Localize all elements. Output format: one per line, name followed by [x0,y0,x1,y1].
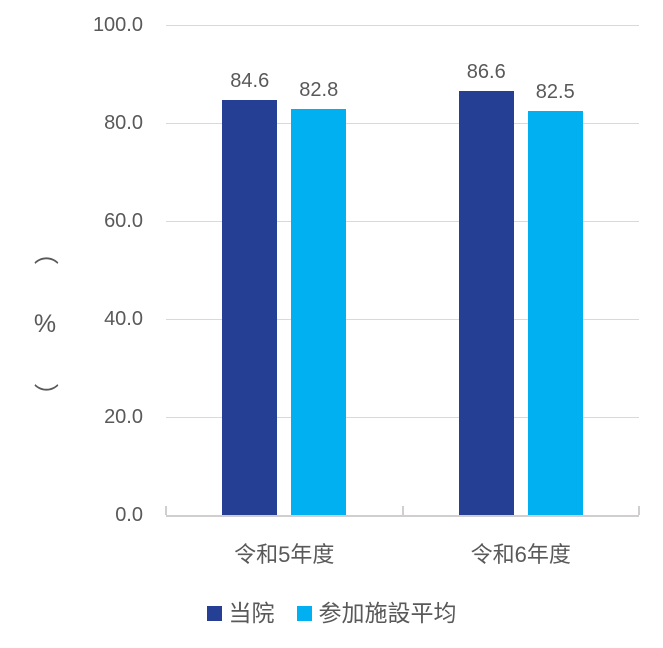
y-tick-label-40.0: 40.0 [104,308,143,330]
gridline-20.0 [166,417,639,418]
gridline-60.0 [166,221,639,222]
x-axis-tick-mark [165,506,167,515]
data-label-当院-令和6年度: 86.6 [466,60,506,83]
legend-label: 参加施設平均 [318,599,457,626]
y-tick-label-80.0: 80.0 [104,112,143,134]
x-axis-tick-mark [638,506,640,515]
y-tick-label-0.0: 0.0 [115,504,143,526]
legend: 当院 参加施設平均 [0,598,663,628]
gridline-40.0 [166,319,639,320]
y-axis-title-char: ） [31,382,60,409]
data-label-当院-令和5年度: 84.6 [230,70,270,93]
data-label-参加施設平均-令和6年度: 82.5 [535,80,575,103]
y-axis-title-char: （ [31,239,60,266]
legend-swatch-icon [296,605,312,621]
gridline-80.0 [166,123,639,124]
legend-item-当院: 当院 [206,599,275,626]
bar-当院-令和5年度 [222,100,278,515]
bar-参加施設平均-令和5年度 [291,109,347,515]
legend-item-参加施設平均: 参加施設平均 [296,599,457,626]
x-axis-line [166,515,639,517]
data-label-参加施設平均-令和5年度: 82.8 [299,79,339,102]
bar-当院-令和6年度 [458,90,514,515]
y-axis-title-char: % [33,309,57,338]
y-tick-label-60.0: 60.0 [104,210,143,232]
legend-label: 当院 [228,599,275,626]
y-axis-title: （% ） [24,240,66,408]
category-label-令和5年度: 令和5年度 [234,542,335,567]
y-tick-label-100.0: 100.0 [92,14,143,36]
plot-area: 84.6 82.8 86.6 82.5 [165,25,640,517]
x-axis-tick-mark [401,506,404,515]
category-label-令和6年度: 令和6年度 [470,542,571,567]
legend-swatch-icon [206,605,222,621]
bar-参加施設平均-令和6年度 [527,110,583,515]
gridline-100.0 [166,25,639,26]
y-tick-label-20.0: 20.0 [104,406,143,428]
